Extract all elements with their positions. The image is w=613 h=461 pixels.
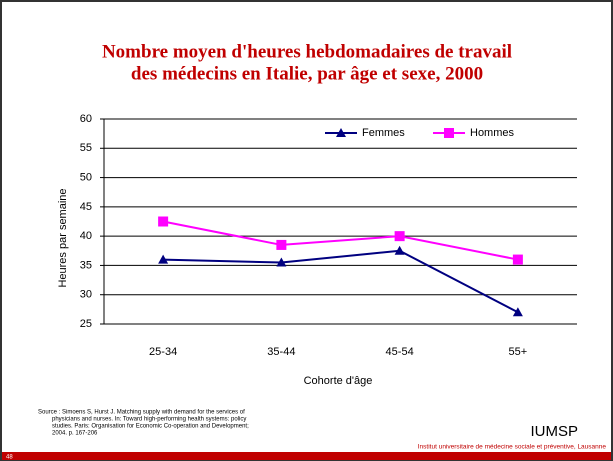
marker [158,216,169,227]
marker [512,307,523,317]
legend-label: Femmes [362,127,405,139]
source: Source : Simoens S, Hurst J. Matching su… [38,410,245,416]
y-tick-label: 25 [80,318,92,330]
footer-bar [2,452,611,460]
source: 2004. p. 167-206 [52,431,98,437]
marker [336,128,346,137]
y-tick-label: 45 [80,201,92,213]
y-axis-title: Heures par semaine [57,188,69,287]
x-axis-title: Cohorte d'âge [304,375,373,387]
marker [444,128,454,138]
chart-title: des médecins en Italie, par âge et sexe,… [131,63,483,84]
marker [394,231,405,242]
y-tick-label: 30 [80,289,92,301]
chart-title: Nombre moyen d'heures hebdomadaires de t… [102,41,512,62]
x-tick-label: 25-34 [149,346,177,358]
y-tick-label: 60 [80,113,92,125]
x-tick-label: 45-54 [386,346,414,358]
institute: Institut universitaire de médecine socia… [418,444,607,451]
marker [276,239,287,250]
x-tick-label: 35-44 [267,346,295,358]
series-line [163,249,519,314]
org: IUMSP [530,423,578,440]
y-tick-label: 55 [80,142,92,154]
source: physicians and nurses. In: Toward high-p… [52,417,246,423]
marker [158,254,169,264]
source: studies. Paris: Organisation for Economi… [52,424,249,430]
x-tick-label: 55+ [509,346,528,358]
slide-number: 48 [6,455,13,461]
marker [512,254,523,265]
series-line [162,220,519,261]
marker [276,257,287,267]
y-tick-label: 40 [80,230,92,242]
y-tick-label: 35 [80,259,92,271]
y-tick-label: 50 [80,171,92,183]
marker [394,245,405,255]
legend-label: Hommes [470,127,515,139]
